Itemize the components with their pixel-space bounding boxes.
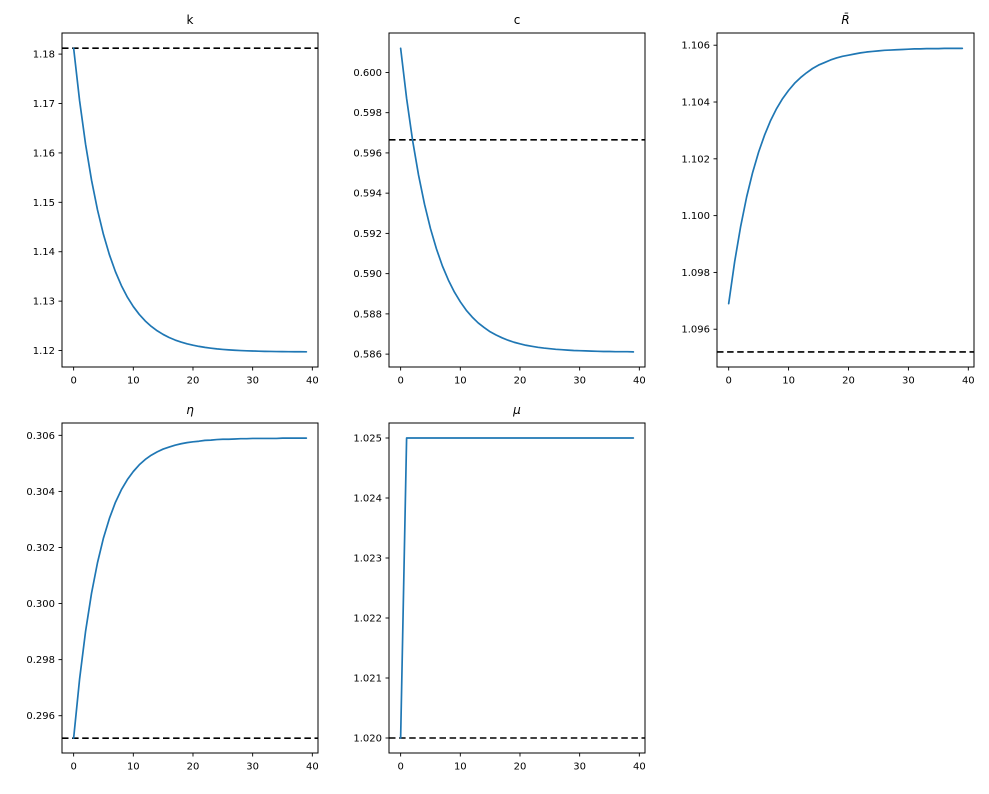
x-tick-label: 30 xyxy=(246,762,259,773)
x-tick-label: 10 xyxy=(454,762,467,773)
y-tick-label: 1.12 xyxy=(33,346,55,357)
x-tick-label: 40 xyxy=(306,762,319,773)
axes-spines xyxy=(61,32,319,368)
x-tick-label: 20 xyxy=(514,762,527,773)
axes-spines xyxy=(716,32,975,368)
x-tick-label: 20 xyxy=(514,376,527,387)
axes-spines xyxy=(388,422,646,754)
y-tick-label: 1.096 xyxy=(681,325,710,336)
x-tick-label: 0 xyxy=(70,376,76,387)
y-tick-label: 1.100 xyxy=(681,211,710,222)
subplot-title-mu: μ xyxy=(512,403,521,417)
y-tick-label: 1.021 xyxy=(353,674,382,685)
y-tick-label: 1.025 xyxy=(353,434,382,445)
y-tick-label: 0.300 xyxy=(26,599,55,610)
y-tick-label: 1.17 xyxy=(33,99,55,110)
x-tick-label: 10 xyxy=(127,376,140,387)
subplot-title-c: c xyxy=(514,13,521,27)
y-tick-label: 0.306 xyxy=(26,431,55,442)
x-tick-label: 0 xyxy=(70,762,76,773)
y-tick-label: 1.098 xyxy=(681,268,710,279)
y-tick-label: 0.304 xyxy=(26,487,55,498)
x-tick-label: 30 xyxy=(902,376,915,387)
y-tick-label: 1.106 xyxy=(681,41,710,52)
subplot-title-eta: η xyxy=(186,403,194,417)
x-tick-label: 20 xyxy=(187,376,200,387)
y-tick-label: 1.024 xyxy=(353,494,382,505)
x-tick-label: 0 xyxy=(725,376,731,387)
y-tick-label: 0.590 xyxy=(353,269,382,280)
x-tick-label: 30 xyxy=(573,376,586,387)
y-tick-label: 1.023 xyxy=(353,554,382,565)
y-tick-label: 0.600 xyxy=(353,68,382,79)
y-tick-label: 1.022 xyxy=(353,614,382,625)
x-tick-label: 0 xyxy=(397,762,403,773)
axes-spines xyxy=(388,32,646,368)
subplot-title-Rbar: R̄ xyxy=(841,13,849,27)
c-series-line xyxy=(399,47,635,353)
y-tick-label: 0.596 xyxy=(353,148,382,159)
y-tick-label: 1.14 xyxy=(33,247,55,258)
x-tick-label: 40 xyxy=(633,762,646,773)
y-tick-label: 0.592 xyxy=(353,229,382,240)
y-tick-label: 0.598 xyxy=(353,108,382,119)
k-series-line xyxy=(72,47,308,353)
x-tick-label: 30 xyxy=(246,376,259,387)
x-tick-label: 0 xyxy=(397,376,403,387)
y-tick-label: 1.18 xyxy=(33,50,55,61)
x-tick-label: 10 xyxy=(782,376,795,387)
y-tick-label: 1.15 xyxy=(33,198,55,209)
y-tick-label: 0.586 xyxy=(353,350,382,361)
axes-spines xyxy=(61,422,319,754)
x-tick-label: 40 xyxy=(962,376,975,387)
eta-series-line xyxy=(72,437,308,739)
subplot-k: 0 10 20 30 40 1.12 1.13 1.14 1.15 1.16 1.17 1.18 k xyxy=(33,13,319,387)
subplot-c: 0 10 20 30 40 0.586 0.588 0.590 0.592 0.594 0.596 0… xyxy=(353,13,645,387)
subplot-eta: 0 10 20 30 40 0.296 0.298 0.300 0.302 0.304 0.306 η xyxy=(26,403,318,773)
mu-series-line xyxy=(399,437,635,739)
x-tick-label: 40 xyxy=(633,376,646,387)
y-tick-label: 0.302 xyxy=(26,543,55,554)
y-tick-label: 1.020 xyxy=(353,734,382,745)
x-tick-label: 20 xyxy=(187,762,200,773)
x-tick-label: 40 xyxy=(306,376,319,387)
x-tick-label: 10 xyxy=(127,762,140,773)
subplot-mu: 0 10 20 30 40 1.020 1.021 1.022 1.023 1.024 1.025 μ xyxy=(353,403,645,773)
y-tick-label: 0.296 xyxy=(26,711,55,722)
y-tick-label: 0.298 xyxy=(26,655,55,666)
y-tick-label: 1.16 xyxy=(33,148,55,159)
Rbar-series-line xyxy=(727,47,964,305)
subplot-Rbar: 0 10 20 30 40 1.096 1.098 1.100 1.102 1.104 1.106 R… xyxy=(681,13,974,387)
y-tick-label: 1.13 xyxy=(33,297,55,308)
y-tick-label: 1.102 xyxy=(681,154,710,165)
y-tick-label: 0.594 xyxy=(353,189,382,200)
x-tick-label: 10 xyxy=(454,376,467,387)
y-tick-label: 1.104 xyxy=(681,98,710,109)
x-tick-label: 20 xyxy=(842,376,855,387)
y-tick-label: 0.588 xyxy=(353,309,382,320)
x-tick-label: 30 xyxy=(573,762,586,773)
subplot-title-k: k xyxy=(187,13,194,27)
